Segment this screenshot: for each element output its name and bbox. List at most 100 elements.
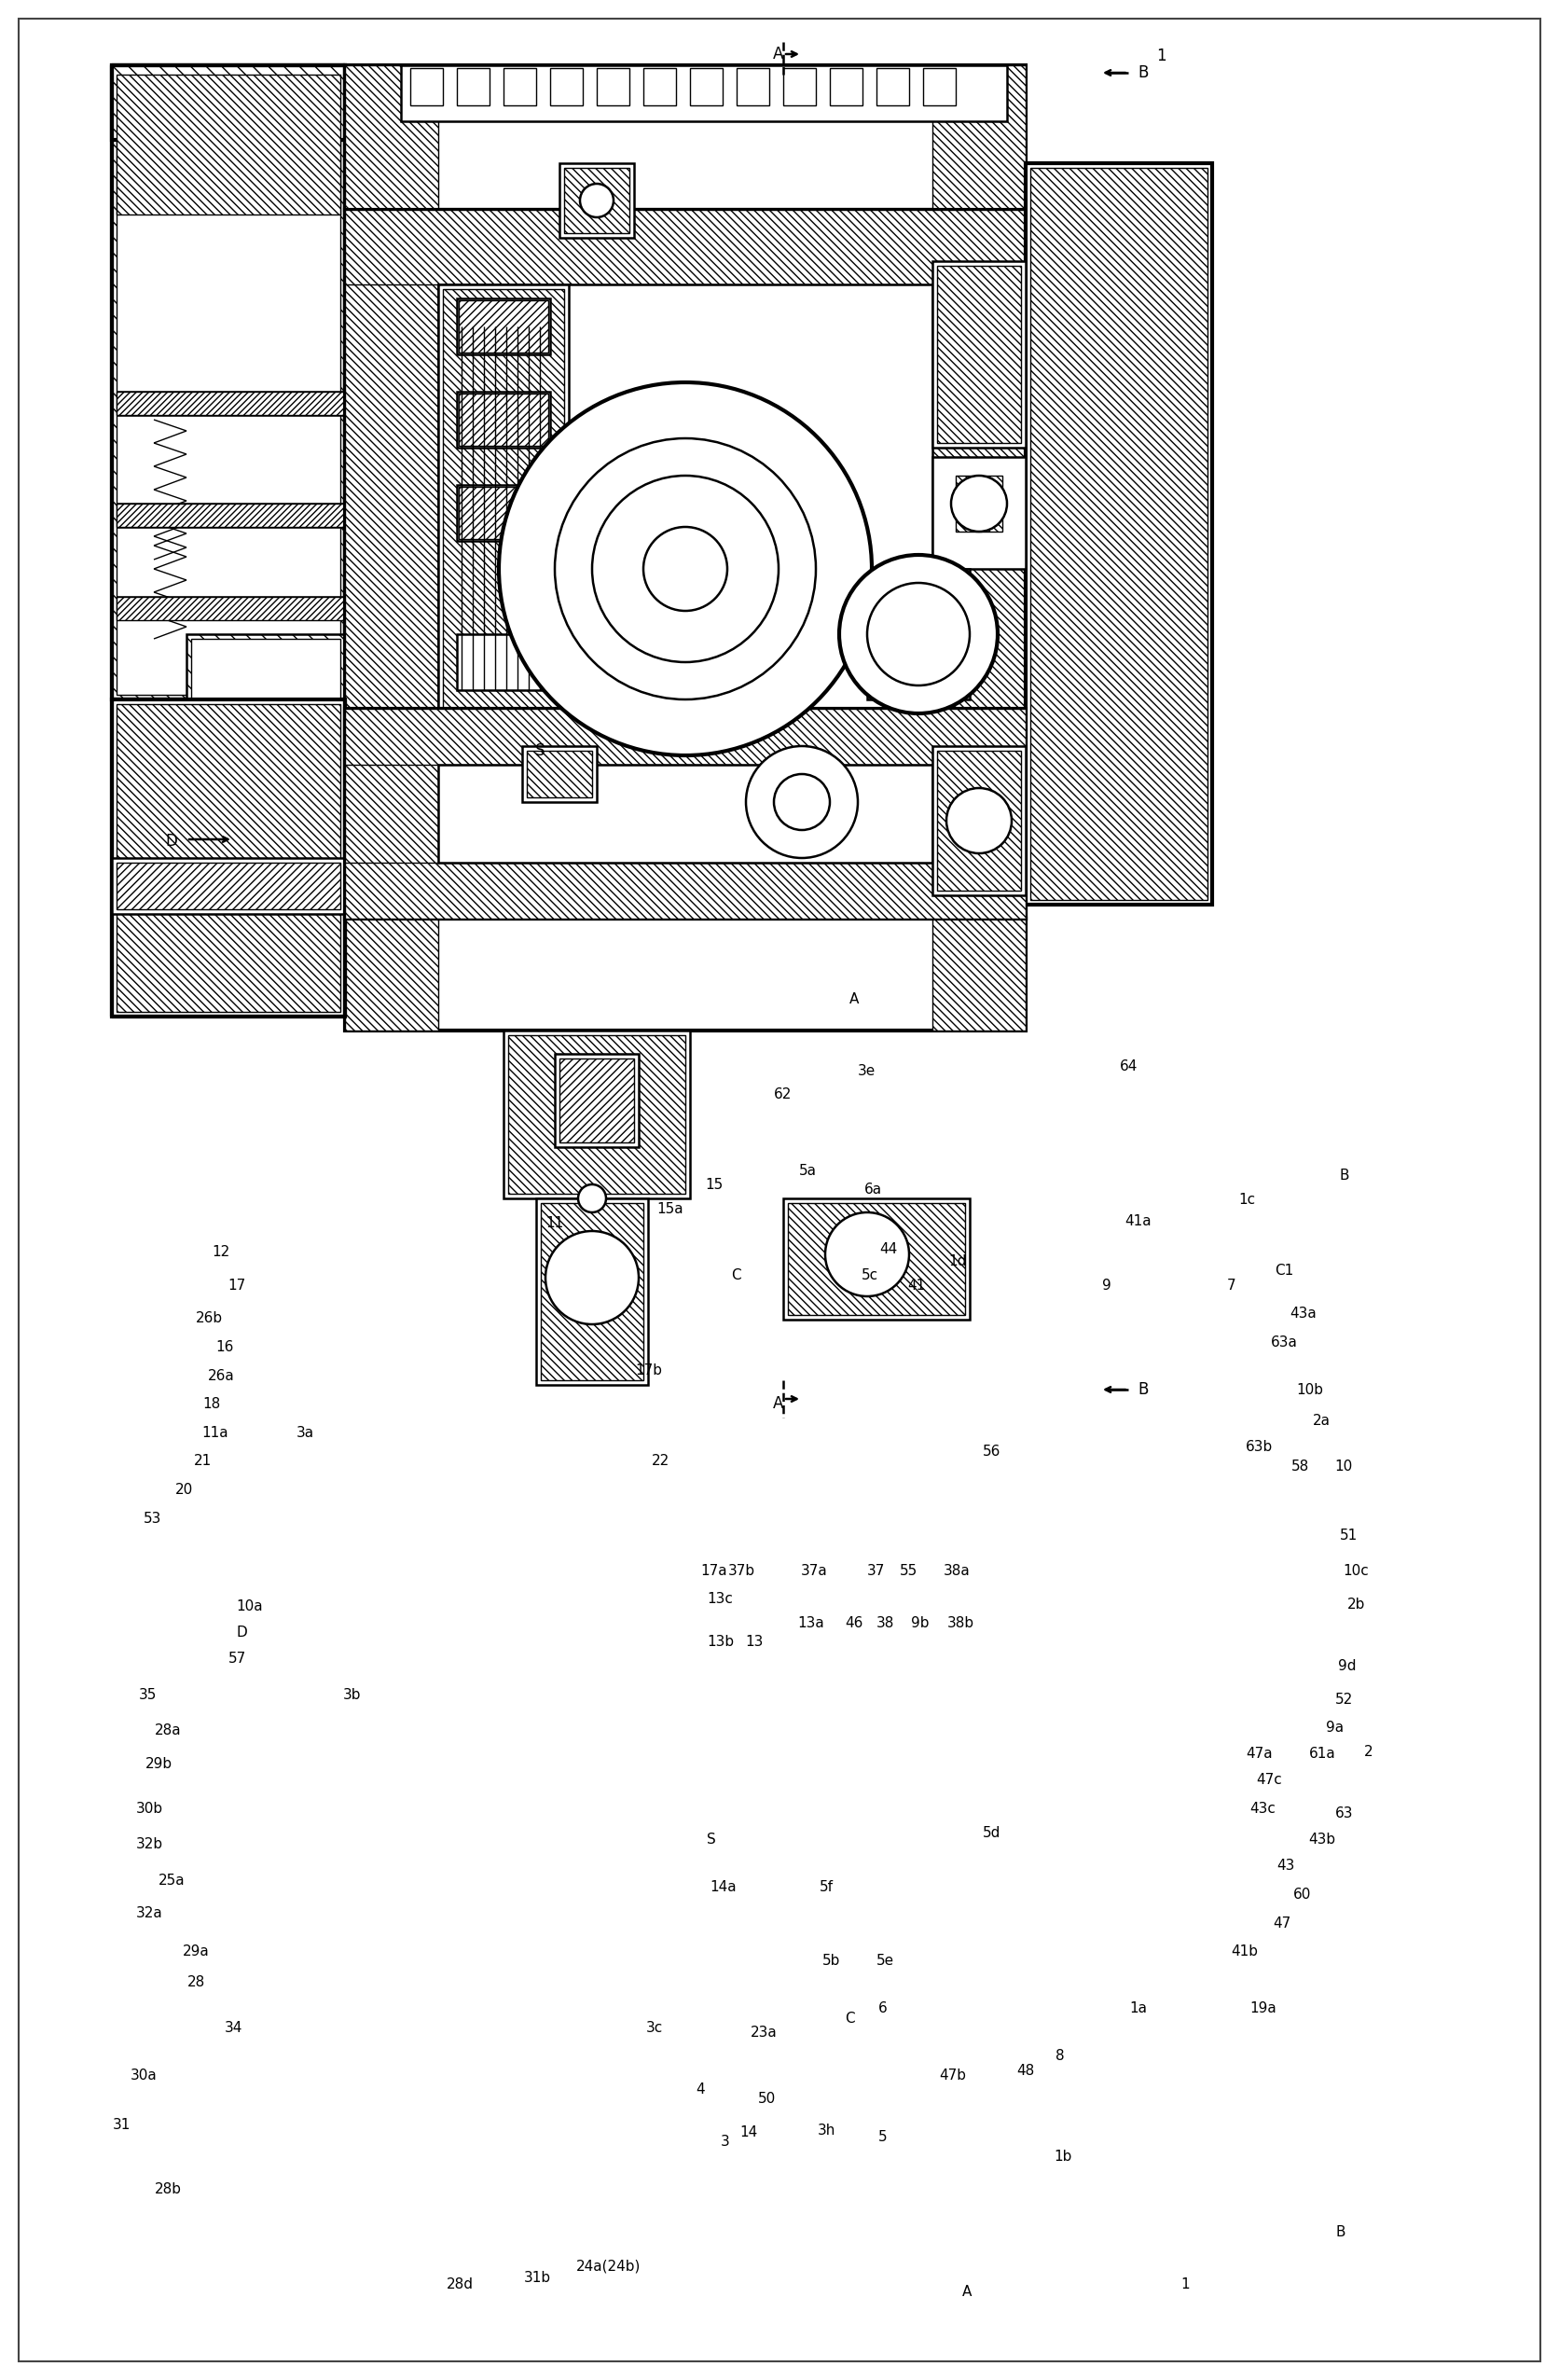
Text: 43a: 43a bbox=[1289, 1307, 1317, 1321]
Text: 43c: 43c bbox=[1250, 1802, 1275, 1816]
Text: 1: 1 bbox=[1157, 48, 1166, 64]
Bar bbox=[536, 1200, 649, 1385]
Circle shape bbox=[867, 583, 970, 685]
Polygon shape bbox=[709, 593, 795, 678]
Text: 9b: 9b bbox=[910, 1616, 929, 1630]
Bar bbox=[112, 64, 345, 140]
Text: 28: 28 bbox=[187, 1975, 206, 1990]
Circle shape bbox=[839, 555, 998, 714]
Bar bbox=[117, 862, 340, 909]
Text: 43: 43 bbox=[1277, 1859, 1296, 1873]
Circle shape bbox=[580, 183, 614, 217]
Bar bbox=[829, 69, 862, 105]
Bar bbox=[1030, 169, 1208, 900]
Text: 64: 64 bbox=[1119, 1059, 1138, 1073]
Text: A: A bbox=[773, 45, 783, 62]
Text: A: A bbox=[962, 2285, 971, 2299]
Text: 63b: 63b bbox=[1246, 1440, 1274, 1454]
Text: 52: 52 bbox=[1335, 1692, 1353, 1706]
Text: C: C bbox=[845, 2011, 854, 2025]
Text: 1b: 1b bbox=[1054, 2149, 1073, 2163]
Text: D: D bbox=[235, 1626, 248, 1640]
Bar bbox=[345, 709, 1026, 919]
Bar bbox=[783, 1200, 970, 1319]
Text: 9a: 9a bbox=[1325, 1721, 1344, 1735]
Polygon shape bbox=[709, 459, 795, 545]
Bar bbox=[187, 633, 345, 709]
Text: 15a: 15a bbox=[656, 1202, 684, 1216]
Bar bbox=[932, 709, 1026, 919]
Text: 5: 5 bbox=[878, 2130, 887, 2144]
Text: C: C bbox=[731, 1269, 741, 1283]
Bar bbox=[438, 286, 569, 797]
Bar bbox=[345, 64, 1026, 209]
Bar bbox=[410, 69, 443, 105]
Text: 37b: 37b bbox=[728, 1564, 756, 1578]
Bar bbox=[443, 288, 564, 793]
Text: 47c: 47c bbox=[1257, 1773, 1281, 1787]
Text: 6a: 6a bbox=[864, 1183, 882, 1197]
Text: 31b: 31b bbox=[524, 2271, 552, 2285]
Text: 5e: 5e bbox=[876, 1954, 895, 1968]
Bar bbox=[691, 69, 723, 105]
Text: 10a: 10a bbox=[235, 1599, 263, 1614]
Text: 32a: 32a bbox=[136, 1906, 164, 1921]
Text: 21: 21 bbox=[193, 1454, 212, 1468]
Text: 43b: 43b bbox=[1308, 1833, 1336, 1847]
Bar bbox=[458, 393, 549, 445]
Bar bbox=[112, 64, 345, 700]
Bar bbox=[458, 488, 549, 538]
Bar bbox=[345, 209, 1026, 286]
Bar bbox=[1026, 164, 1213, 904]
Bar bbox=[508, 1035, 686, 1195]
Text: A: A bbox=[773, 1395, 783, 1411]
Text: 30b: 30b bbox=[136, 1802, 164, 1816]
Text: 28a: 28a bbox=[154, 1723, 182, 1737]
Bar bbox=[112, 859, 345, 914]
Text: 38a: 38a bbox=[943, 1564, 971, 1578]
Text: 63a: 63a bbox=[1271, 1335, 1299, 1349]
Bar bbox=[867, 569, 970, 700]
Text: 3h: 3h bbox=[817, 2123, 836, 2137]
Text: 55: 55 bbox=[900, 1564, 918, 1578]
Bar bbox=[458, 300, 549, 352]
Bar bbox=[560, 164, 635, 238]
Bar bbox=[401, 64, 1007, 121]
Bar bbox=[550, 69, 583, 105]
Bar bbox=[345, 209, 438, 919]
Circle shape bbox=[546, 1230, 639, 1323]
Text: 14: 14 bbox=[739, 2125, 758, 2140]
Text: D: D bbox=[165, 833, 178, 850]
Text: 1d: 1d bbox=[948, 1254, 967, 1269]
Bar bbox=[345, 821, 504, 859]
Text: 26b: 26b bbox=[195, 1311, 223, 1326]
Bar bbox=[597, 69, 630, 105]
Bar bbox=[345, 783, 504, 821]
Text: 22: 22 bbox=[652, 1454, 670, 1468]
Bar bbox=[145, 98, 298, 181]
Circle shape bbox=[745, 745, 857, 859]
Bar bbox=[527, 750, 592, 797]
Text: 48: 48 bbox=[1016, 2063, 1035, 2078]
Bar bbox=[932, 745, 1026, 895]
Bar bbox=[457, 728, 550, 783]
Text: 11a: 11a bbox=[201, 1426, 229, 1440]
Bar bbox=[932, 457, 1026, 569]
Bar bbox=[932, 919, 1026, 1031]
Text: 17b: 17b bbox=[635, 1364, 663, 1378]
Text: 2b: 2b bbox=[1347, 1597, 1366, 1611]
Text: 8: 8 bbox=[1055, 2049, 1065, 2063]
Circle shape bbox=[578, 1185, 606, 1211]
Text: 11: 11 bbox=[546, 1216, 564, 1230]
Text: 41b: 41b bbox=[1230, 1944, 1258, 1959]
Bar bbox=[541, 1202, 644, 1380]
Text: 35: 35 bbox=[139, 1687, 157, 1702]
Text: 7: 7 bbox=[1227, 1278, 1236, 1292]
Bar bbox=[560, 1059, 635, 1142]
Text: 3b: 3b bbox=[343, 1687, 362, 1702]
Bar bbox=[345, 919, 438, 1031]
Text: B: B bbox=[1138, 1380, 1147, 1397]
Text: 50: 50 bbox=[758, 2092, 776, 2106]
Bar bbox=[117, 393, 345, 414]
Text: 60: 60 bbox=[1292, 1887, 1311, 1902]
